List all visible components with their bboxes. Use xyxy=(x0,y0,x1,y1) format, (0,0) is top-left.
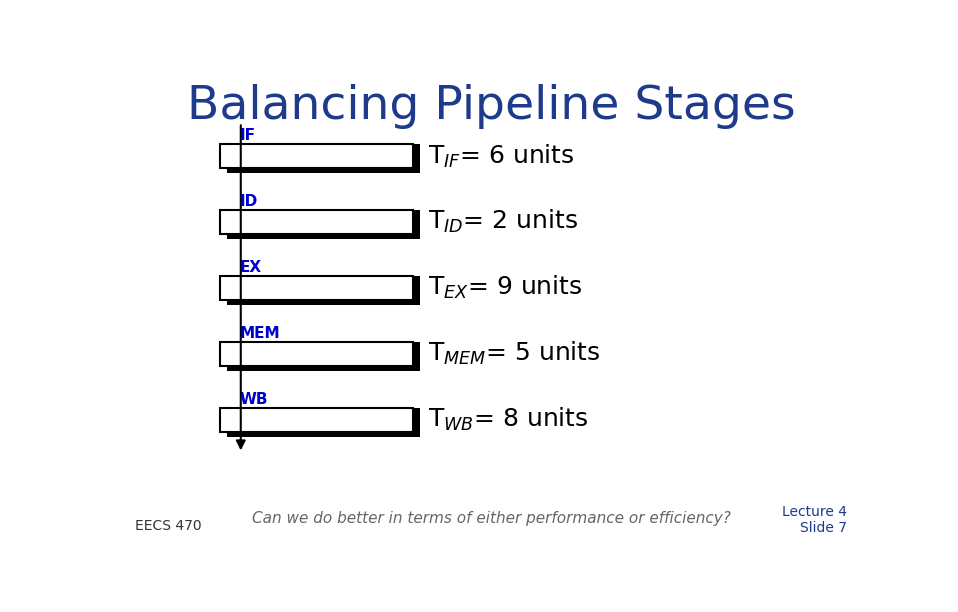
Bar xyxy=(220,341,413,366)
Text: EX: EX xyxy=(240,259,262,275)
Bar xyxy=(227,168,421,173)
Text: WB: WB xyxy=(240,392,268,406)
Text: Can we do better in terms of either performance or efficiency?: Can we do better in terms of either perf… xyxy=(252,511,730,526)
Bar xyxy=(227,300,421,305)
Bar xyxy=(413,275,421,305)
Bar xyxy=(220,408,413,432)
Text: $\mathregular{T}_{MEM}$= 5 units: $\mathregular{T}_{MEM}$= 5 units xyxy=(428,340,601,367)
Text: $\mathregular{T}_{EX}$= 9 units: $\mathregular{T}_{EX}$= 9 units xyxy=(428,274,582,302)
Text: IF: IF xyxy=(240,128,255,143)
Bar xyxy=(413,341,421,371)
Text: EECS 470: EECS 470 xyxy=(134,519,201,533)
Text: $\mathregular{T}_{WB}$= 8 units: $\mathregular{T}_{WB}$= 8 units xyxy=(428,406,588,433)
Bar xyxy=(220,144,413,168)
Bar xyxy=(227,366,421,371)
Bar xyxy=(227,432,421,437)
Bar xyxy=(413,144,421,173)
Bar xyxy=(220,210,413,234)
Bar xyxy=(413,210,421,239)
Text: $\mathregular{T}_{IF}$= 6 units: $\mathregular{T}_{IF}$= 6 units xyxy=(428,143,575,170)
Bar xyxy=(413,408,421,437)
Text: ID: ID xyxy=(240,193,258,209)
Text: MEM: MEM xyxy=(240,326,280,341)
Text: Lecture 4
Slide 7: Lecture 4 Slide 7 xyxy=(783,505,847,536)
Text: Balancing Pipeline Stages: Balancing Pipeline Stages xyxy=(187,84,795,129)
Bar xyxy=(227,234,421,239)
Bar xyxy=(220,275,413,300)
Text: $\mathregular{T}_{ID}$= 2 units: $\mathregular{T}_{ID}$= 2 units xyxy=(428,208,578,236)
